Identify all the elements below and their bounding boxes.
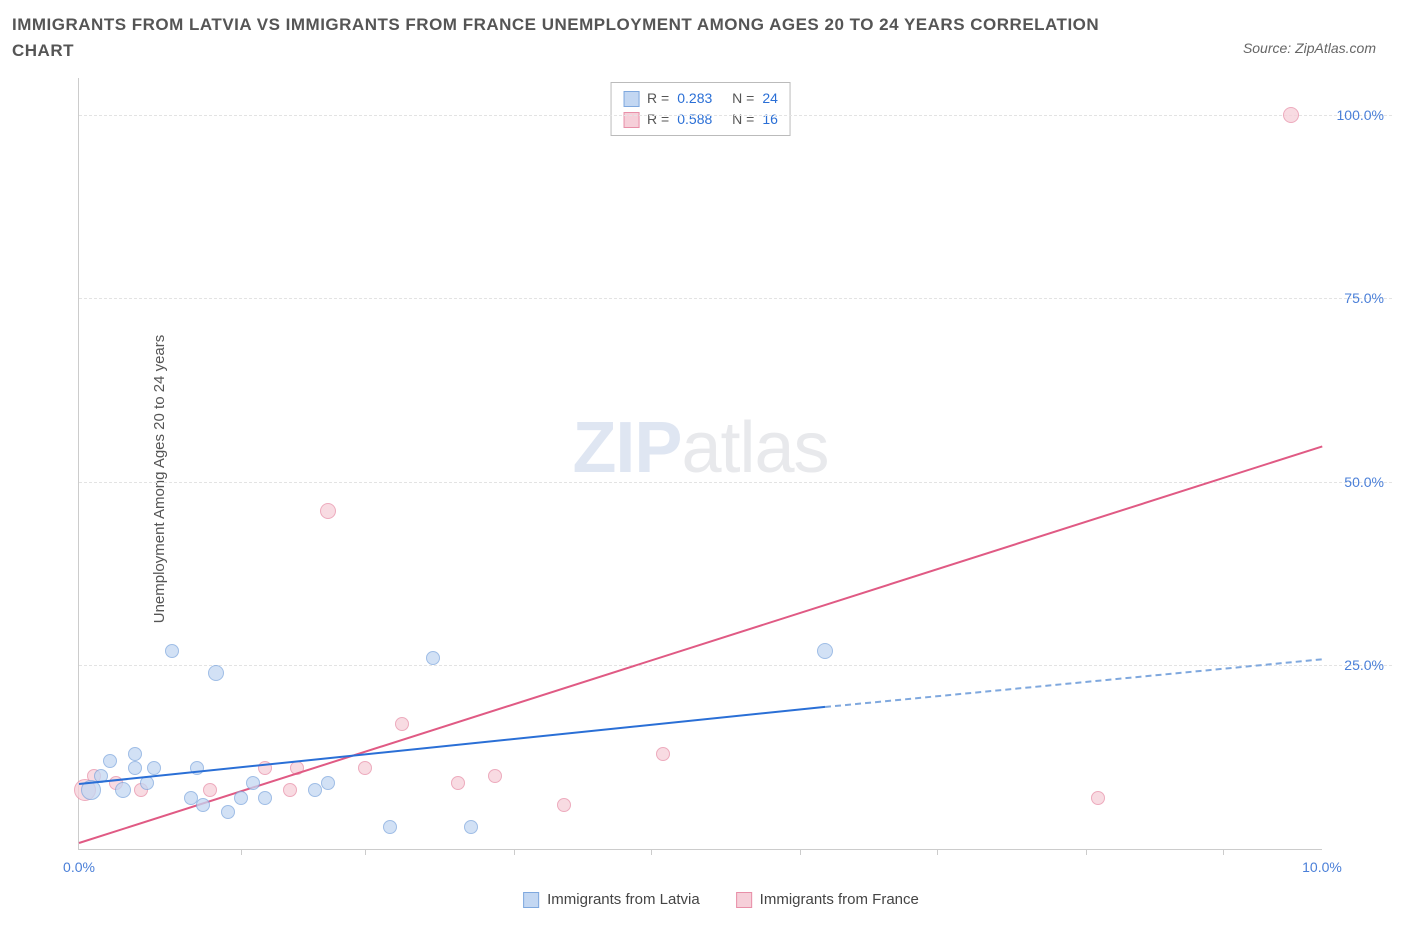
chart-container: Unemployment Among Ages 20 to 24 years Z…	[50, 78, 1392, 880]
scatter-point-france	[1283, 107, 1299, 123]
scatter-point-latvia	[426, 651, 440, 665]
scatter-point-latvia	[817, 643, 833, 659]
plot-area: ZIPatlas R = 0.283 N = 24 R = 0.588 N = …	[78, 78, 1322, 850]
scatter-point-latvia	[103, 754, 117, 768]
scatter-point-france	[656, 747, 670, 761]
y-tick-label: 100.0%	[1337, 107, 1384, 123]
x-tick	[241, 849, 242, 855]
gridline	[79, 298, 1392, 299]
x-tick	[1223, 849, 1224, 855]
x-tick-label: 0.0%	[63, 859, 95, 875]
scatter-point-france	[557, 798, 571, 812]
scatter-point-latvia	[128, 761, 142, 775]
scatter-point-france	[283, 783, 297, 797]
scatter-point-latvia	[128, 747, 142, 761]
scatter-point-latvia	[246, 776, 260, 790]
scatter-point-latvia	[196, 798, 210, 812]
gridline	[79, 482, 1392, 483]
y-tick-label: 50.0%	[1344, 474, 1384, 490]
stats-row-france: R = 0.588 N = 16	[623, 109, 778, 130]
y-tick-label: 75.0%	[1344, 290, 1384, 306]
scatter-point-france	[320, 503, 336, 519]
source-attribution: Source: ZipAtlas.com	[1243, 40, 1376, 56]
stats-row-latvia: R = 0.283 N = 24	[623, 88, 778, 109]
x-tick	[800, 849, 801, 855]
scatter-point-france	[358, 761, 372, 775]
x-tick	[514, 849, 515, 855]
watermark: ZIPatlas	[572, 407, 828, 489]
scatter-point-latvia	[383, 820, 397, 834]
x-tick	[651, 849, 652, 855]
scatter-point-latvia	[115, 782, 131, 798]
scatter-point-latvia	[464, 820, 478, 834]
legend-item-france: Immigrants from France	[736, 891, 919, 908]
swatch-france	[736, 892, 752, 908]
scatter-point-france	[488, 769, 502, 783]
gridline	[79, 665, 1392, 666]
gridline	[79, 115, 1392, 116]
scatter-point-france	[1091, 791, 1105, 805]
x-tick	[937, 849, 938, 855]
swatch-latvia	[623, 91, 639, 107]
legend-item-latvia: Immigrants from Latvia	[523, 891, 700, 908]
scatter-point-latvia	[147, 761, 161, 775]
scatter-point-latvia	[221, 805, 235, 819]
scatter-point-france	[203, 783, 217, 797]
scatter-point-latvia	[234, 791, 248, 805]
swatch-latvia	[523, 892, 539, 908]
correlation-stats-box: R = 0.283 N = 24 R = 0.588 N = 16	[610, 82, 791, 136]
chart-title: IMMIGRANTS FROM LATVIA VS IMMIGRANTS FRO…	[12, 12, 1112, 63]
scatter-point-france	[395, 717, 409, 731]
x-tick-label: 10.0%	[1302, 859, 1342, 875]
scatter-point-latvia	[258, 791, 272, 805]
scatter-point-latvia	[165, 644, 179, 658]
x-tick	[1086, 849, 1087, 855]
scatter-point-france	[451, 776, 465, 790]
trend-line	[79, 706, 825, 785]
scatter-point-latvia	[208, 665, 224, 681]
scatter-point-latvia	[321, 776, 335, 790]
trend-line	[79, 445, 1323, 843]
x-tick	[365, 849, 366, 855]
y-tick-label: 25.0%	[1344, 657, 1384, 673]
bottom-legend: Immigrants from Latvia Immigrants from F…	[523, 891, 919, 908]
